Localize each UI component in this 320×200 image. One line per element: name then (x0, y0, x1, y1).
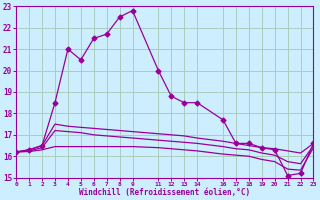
X-axis label: Windchill (Refroidissement éolien,°C): Windchill (Refroidissement éolien,°C) (79, 188, 250, 197)
